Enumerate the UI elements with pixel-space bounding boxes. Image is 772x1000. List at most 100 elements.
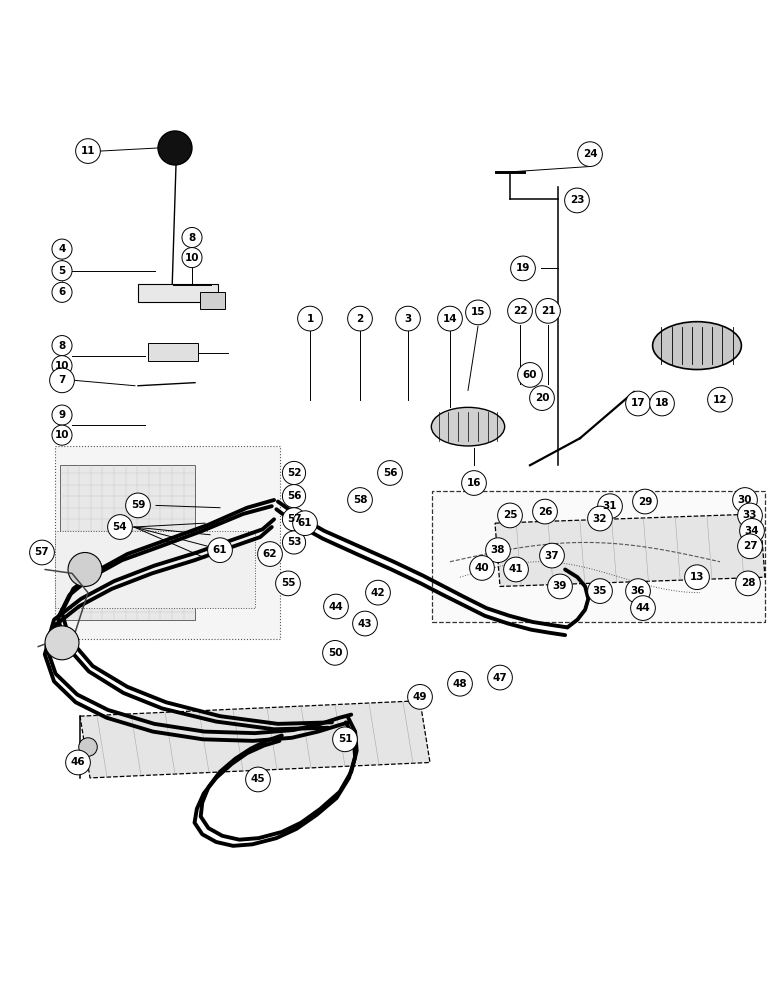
Bar bbox=[200, 292, 225, 309]
Circle shape bbox=[107, 515, 132, 539]
Text: 51: 51 bbox=[337, 734, 352, 744]
Circle shape bbox=[293, 511, 317, 536]
Circle shape bbox=[462, 471, 486, 495]
Circle shape bbox=[126, 493, 151, 518]
Text: 55: 55 bbox=[281, 578, 295, 588]
Circle shape bbox=[631, 596, 655, 620]
Text: 9: 9 bbox=[59, 410, 66, 420]
Circle shape bbox=[79, 738, 97, 756]
Circle shape bbox=[708, 387, 733, 412]
Circle shape bbox=[378, 461, 402, 485]
Text: 34: 34 bbox=[745, 526, 760, 536]
Text: 61: 61 bbox=[298, 518, 312, 528]
Circle shape bbox=[488, 665, 513, 690]
Text: 10: 10 bbox=[185, 253, 199, 263]
Text: 24: 24 bbox=[583, 149, 598, 159]
Circle shape bbox=[486, 538, 510, 563]
Text: 59: 59 bbox=[130, 500, 145, 510]
Bar bbox=[55, 446, 280, 639]
Circle shape bbox=[540, 543, 564, 568]
Text: 38: 38 bbox=[491, 545, 505, 555]
Circle shape bbox=[182, 248, 202, 268]
Text: 27: 27 bbox=[743, 541, 757, 551]
Text: 31: 31 bbox=[603, 501, 618, 511]
Circle shape bbox=[52, 405, 72, 425]
Text: 4: 4 bbox=[59, 244, 66, 254]
Circle shape bbox=[258, 542, 283, 566]
Text: 37: 37 bbox=[545, 551, 559, 561]
Text: 45: 45 bbox=[251, 774, 266, 784]
Text: 33: 33 bbox=[743, 510, 757, 520]
Circle shape bbox=[283, 531, 306, 554]
Text: 26: 26 bbox=[538, 507, 552, 517]
Circle shape bbox=[283, 508, 306, 531]
Circle shape bbox=[650, 391, 675, 416]
Circle shape bbox=[323, 641, 347, 665]
Circle shape bbox=[632, 489, 657, 514]
Text: 49: 49 bbox=[413, 692, 427, 702]
Circle shape bbox=[347, 488, 372, 512]
Circle shape bbox=[395, 306, 420, 331]
Circle shape bbox=[738, 503, 763, 528]
Text: 44: 44 bbox=[329, 602, 344, 612]
Circle shape bbox=[29, 540, 54, 565]
Circle shape bbox=[518, 363, 543, 387]
Text: 62: 62 bbox=[262, 549, 277, 559]
Circle shape bbox=[52, 425, 72, 445]
Circle shape bbox=[45, 626, 79, 660]
Text: 1: 1 bbox=[306, 314, 313, 324]
Circle shape bbox=[353, 611, 378, 636]
Circle shape bbox=[530, 386, 554, 410]
Text: 42: 42 bbox=[371, 588, 385, 598]
Circle shape bbox=[408, 685, 432, 709]
Text: 8: 8 bbox=[59, 341, 66, 351]
Bar bbox=[60, 465, 195, 620]
Circle shape bbox=[52, 239, 72, 259]
Polygon shape bbox=[495, 514, 765, 586]
Circle shape bbox=[466, 300, 490, 325]
Circle shape bbox=[68, 552, 102, 586]
Circle shape bbox=[577, 142, 602, 166]
Text: 43: 43 bbox=[357, 619, 372, 629]
Bar bbox=[55, 531, 255, 608]
Circle shape bbox=[625, 579, 650, 603]
Text: 57: 57 bbox=[35, 547, 49, 557]
Text: 47: 47 bbox=[493, 673, 507, 683]
Circle shape bbox=[736, 571, 760, 596]
Text: 12: 12 bbox=[713, 395, 727, 405]
Circle shape bbox=[347, 306, 372, 331]
Text: 52: 52 bbox=[286, 468, 301, 478]
Circle shape bbox=[298, 306, 323, 331]
Circle shape bbox=[564, 188, 589, 213]
Text: 56: 56 bbox=[286, 491, 301, 501]
Circle shape bbox=[625, 391, 650, 416]
Text: 30: 30 bbox=[738, 495, 752, 505]
Text: 2: 2 bbox=[357, 314, 364, 324]
Text: 54: 54 bbox=[113, 522, 127, 532]
Circle shape bbox=[740, 519, 764, 543]
Text: 15: 15 bbox=[471, 307, 486, 317]
Text: 57: 57 bbox=[286, 514, 301, 524]
Circle shape bbox=[52, 356, 72, 376]
Circle shape bbox=[66, 750, 90, 775]
Circle shape bbox=[533, 499, 557, 524]
Bar bbox=[138, 284, 218, 302]
Circle shape bbox=[52, 336, 72, 356]
Circle shape bbox=[438, 306, 462, 331]
Text: 18: 18 bbox=[655, 398, 669, 408]
Circle shape bbox=[52, 282, 72, 302]
Circle shape bbox=[76, 139, 100, 163]
Text: 19: 19 bbox=[516, 263, 530, 273]
Text: 3: 3 bbox=[405, 314, 411, 324]
Circle shape bbox=[333, 727, 357, 752]
Text: 50: 50 bbox=[328, 648, 342, 658]
Circle shape bbox=[245, 767, 270, 792]
Text: 46: 46 bbox=[71, 757, 86, 767]
Circle shape bbox=[208, 538, 232, 563]
Text: 6: 6 bbox=[59, 287, 66, 297]
Text: 56: 56 bbox=[383, 468, 398, 478]
Circle shape bbox=[49, 368, 74, 393]
Circle shape bbox=[547, 574, 572, 599]
Text: 40: 40 bbox=[475, 563, 489, 573]
Text: 16: 16 bbox=[467, 478, 481, 488]
